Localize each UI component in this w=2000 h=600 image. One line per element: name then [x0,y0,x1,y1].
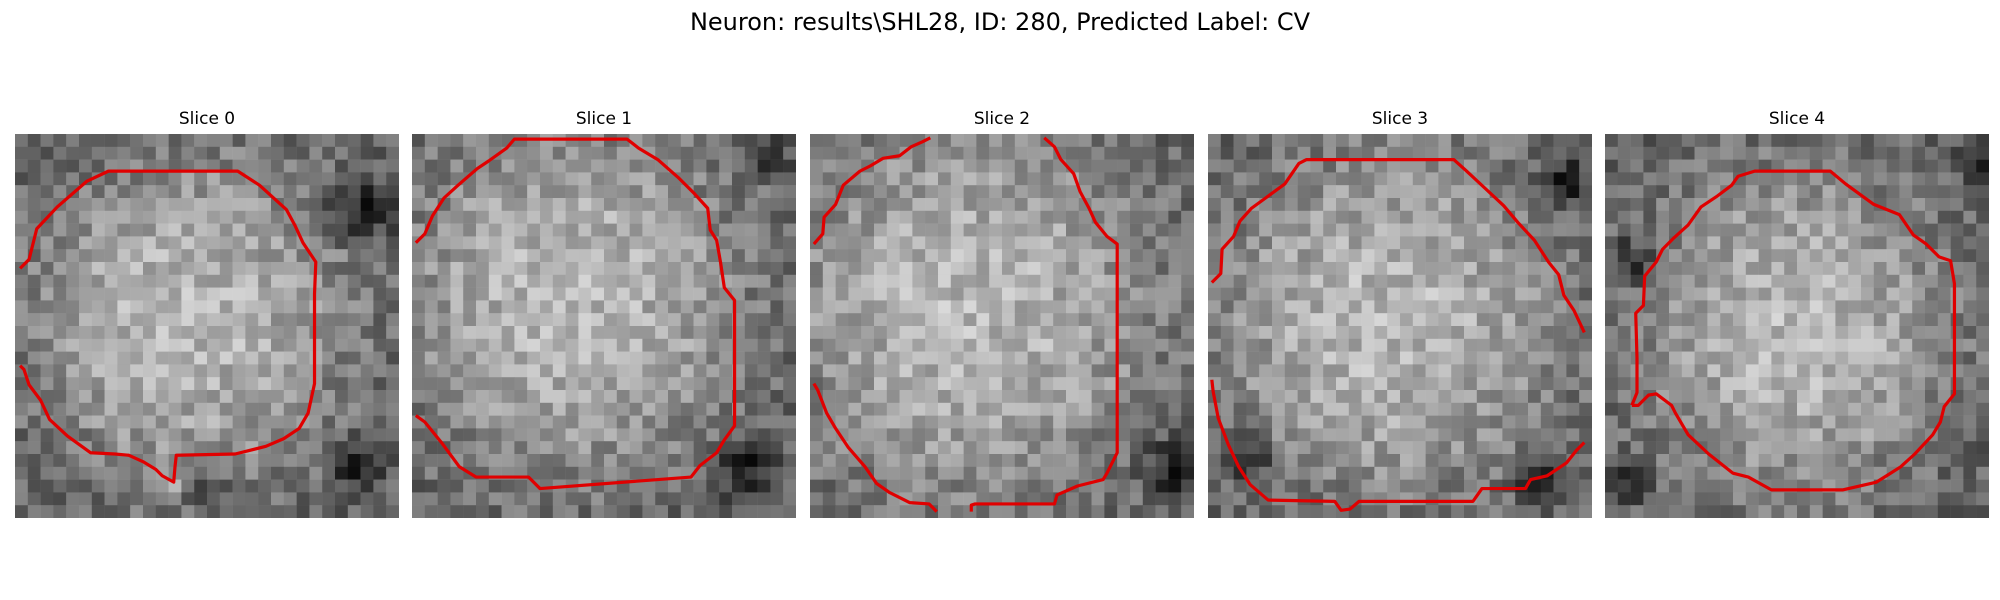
grayscale-tiles [412,134,796,518]
slice-image [810,134,1194,518]
slice-title: Slice 0 [178,109,236,129]
grayscale-tiles [1605,134,1989,518]
grayscale-tiles [810,134,1194,518]
segmentation-contour [18,169,318,484]
grayscale-tiles [1208,134,1592,518]
figure-title: Neuron: results\SHL28, ID: 280, Predicte… [689,8,1311,36]
slice-title: Slice 3 [1371,109,1429,129]
segmentation-contour [1210,158,1586,512]
slice-image [1605,134,1989,518]
segmentation-contour [1630,169,1957,492]
slice-title: Slice 1 [575,109,633,129]
slice-title: Slice 2 [973,109,1031,129]
slice-image [15,134,399,518]
slice-image [1208,134,1592,518]
slice-title: Slice 4 [1768,109,1826,129]
grayscale-tiles [15,134,399,518]
segmentation-contour [812,136,1119,513]
segmentation-contour [414,137,737,491]
slice-image [412,134,796,518]
